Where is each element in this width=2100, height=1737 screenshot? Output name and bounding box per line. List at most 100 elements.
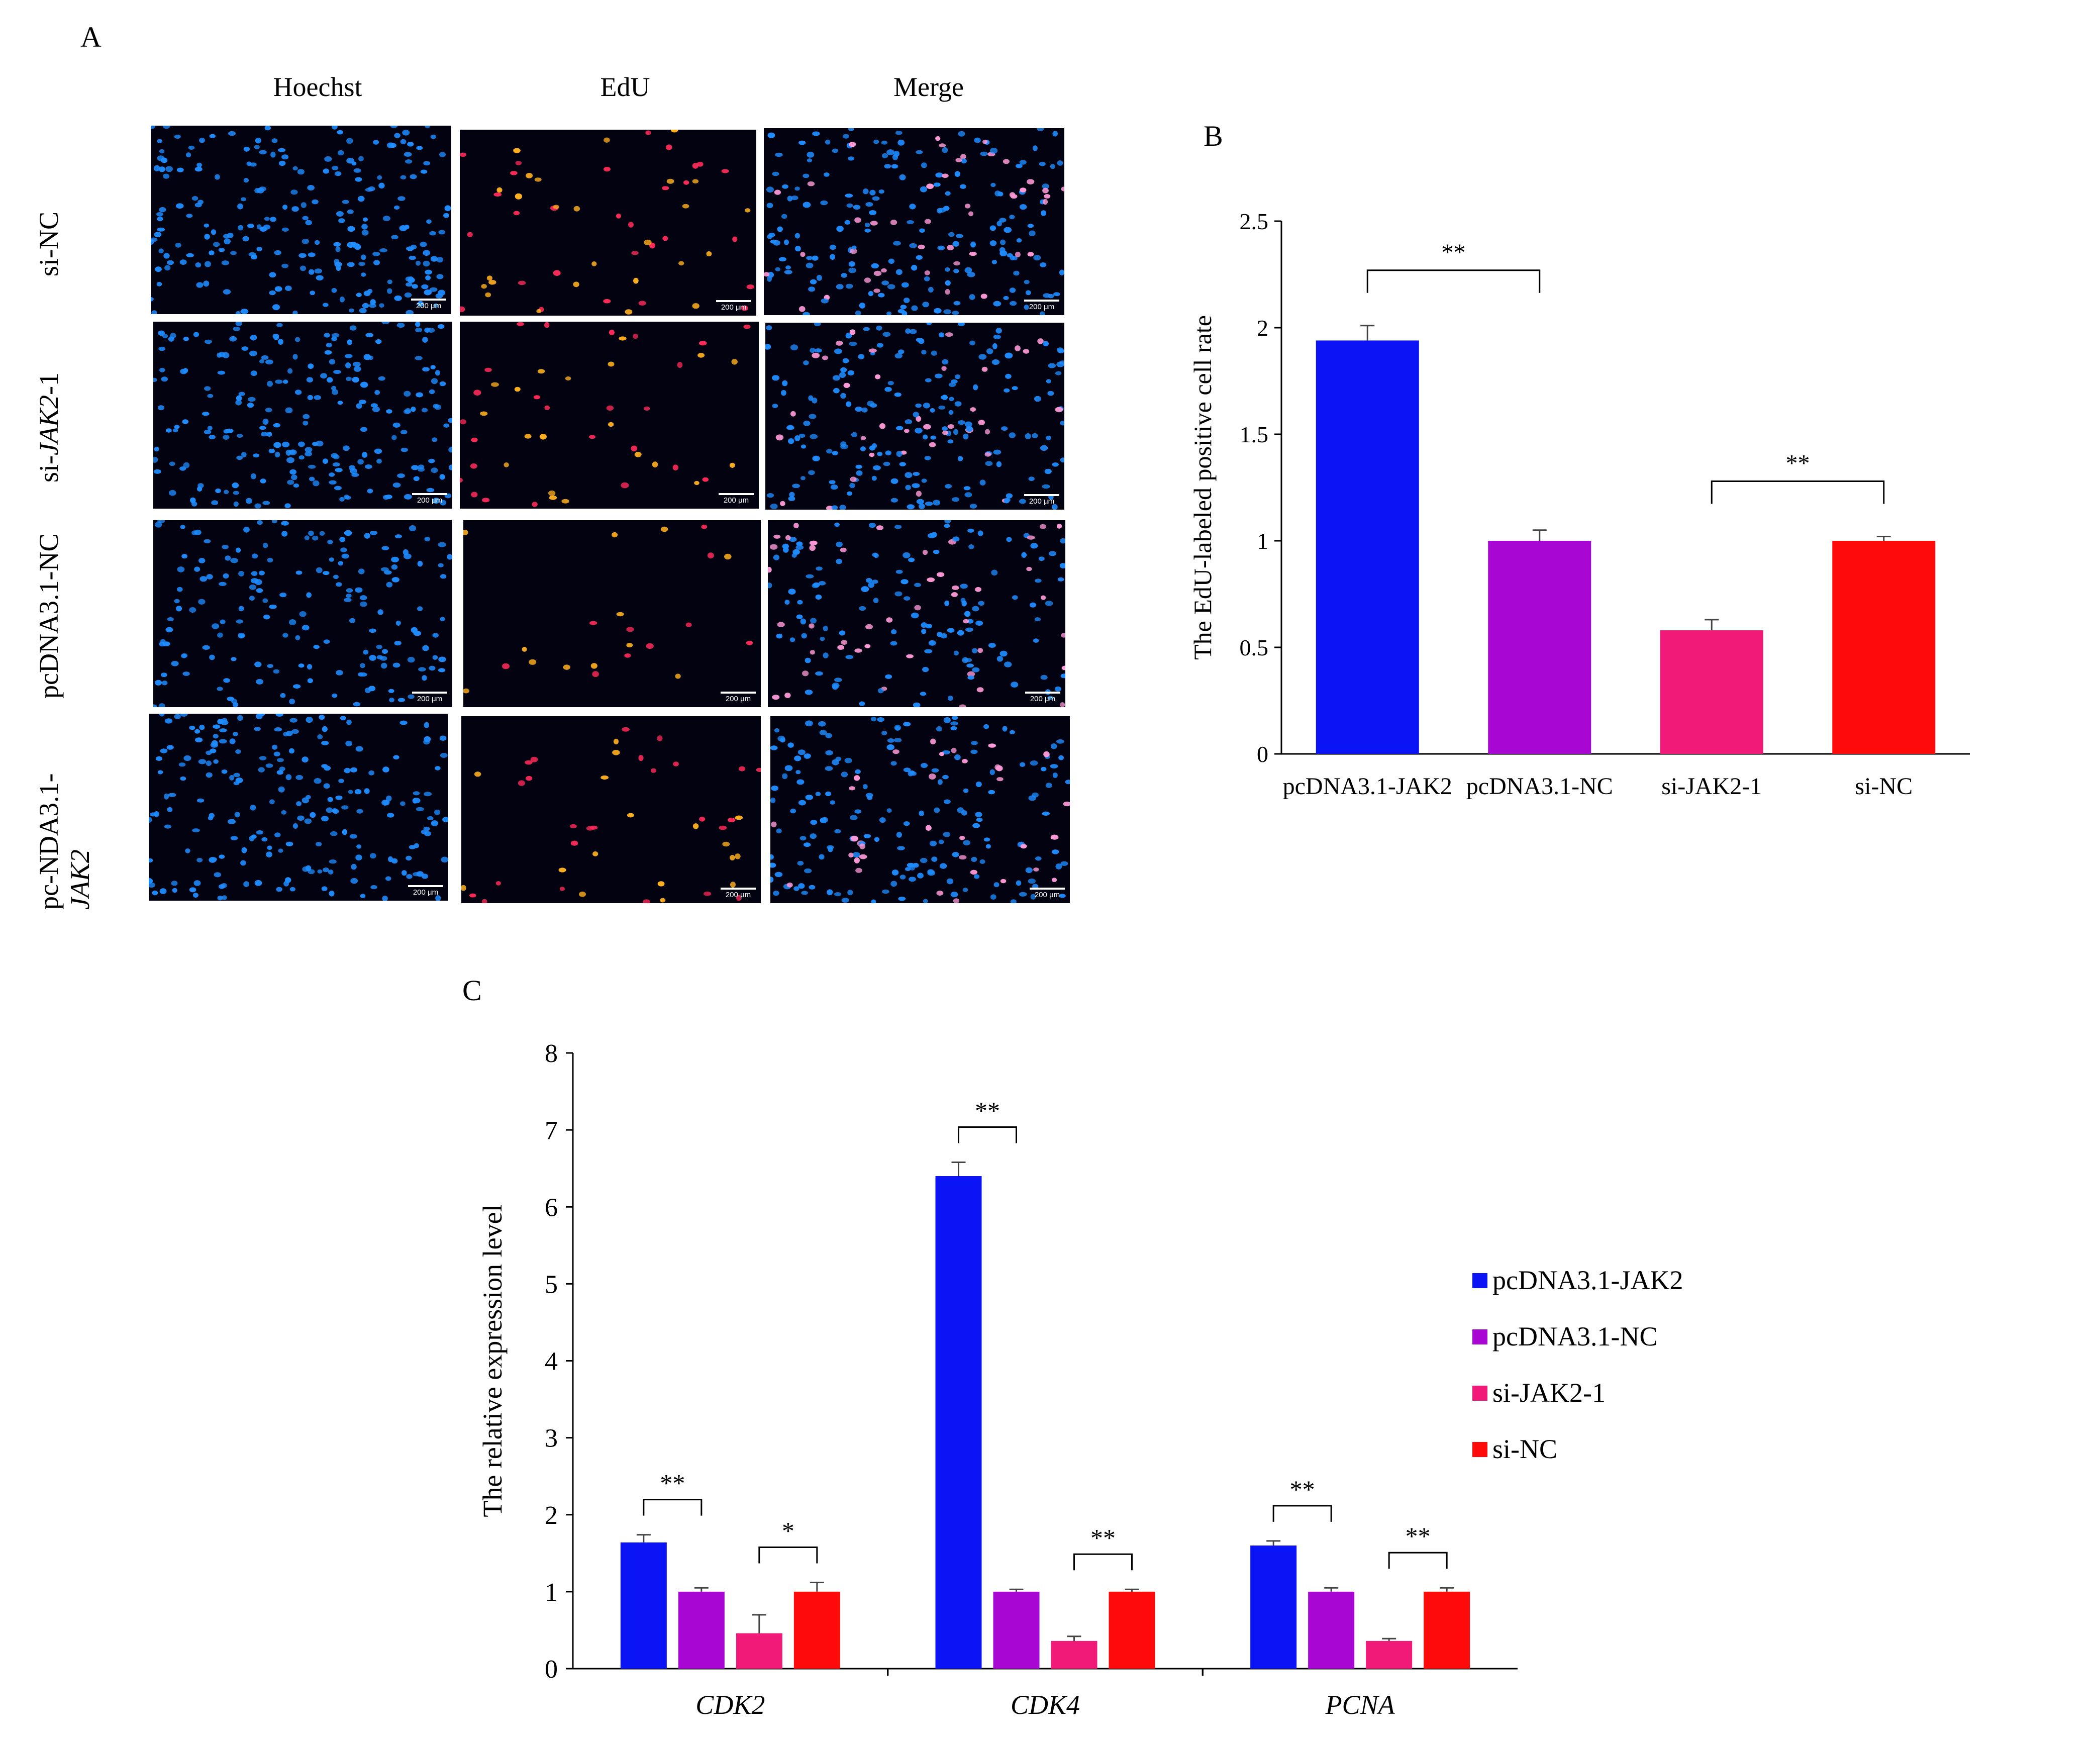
bar: [1424, 1591, 1470, 1669]
significance-label: *: [782, 1517, 794, 1545]
column-header-edu: EdU: [600, 72, 650, 102]
significance-bracket: [958, 1126, 1017, 1143]
legend-label: pcDNA3.1-JAK2: [1492, 1265, 1683, 1295]
scale-bar: 200 μm: [721, 692, 756, 703]
scale-bar: 200 μm: [719, 493, 754, 505]
significance-bracket: [1366, 269, 1541, 293]
significance-bracket: [758, 1547, 818, 1564]
x-tick-label: pcDNA3.1-NC: [1466, 773, 1613, 800]
bar: [1051, 1640, 1097, 1669]
scale-bar: 200 μm: [411, 299, 446, 310]
y-tick-label: 0: [1257, 741, 1268, 767]
chart-c: C 0 1 2 3 4 5 6 7 8 The relative expression level C…: [462, 974, 1683, 1720]
y-tick-label: 3: [545, 1424, 558, 1453]
significance-label: **: [1090, 1523, 1116, 1552]
chart-b: B 0 0.5 1 1.5 2 2.5 The EdU-labeled positive ce…: [1188, 120, 1970, 800]
bar: [1250, 1546, 1297, 1669]
bar: [736, 1633, 782, 1669]
scale-bar: 200 μm: [1024, 494, 1059, 506]
y-tick-label: 6: [545, 1193, 558, 1222]
bar: [793, 1591, 840, 1669]
significance-label: **: [1406, 1522, 1431, 1550]
y-tick-label: 0.5: [1240, 635, 1269, 660]
y-tick-label: 4: [545, 1347, 558, 1376]
x-tick-label: PCNA: [1325, 1690, 1395, 1720]
row-label-si-nc: si-NC: [34, 211, 64, 276]
micrograph-hoechst-row1: 200 μm: [151, 126, 451, 314]
bar: [1366, 1640, 1413, 1669]
panel-b-letter: B: [1204, 120, 1223, 152]
legend-swatch: [1472, 1329, 1487, 1344]
micrograph-hoechst-row3: 200 μm: [153, 520, 452, 707]
micrograph-edu-row3: 200 μm: [463, 520, 761, 707]
y-axis-label: The relative expression level: [477, 1204, 508, 1517]
y-tick-label: 5: [545, 1270, 558, 1299]
significance-label: **: [975, 1096, 1000, 1124]
row-label-si-jak2-1: si-JAK2-1: [34, 372, 64, 482]
y-tick-label: 1: [1257, 528, 1268, 554]
x-tick-label: si-NC: [1855, 773, 1913, 800]
y-tick-label: 1.5: [1240, 422, 1269, 447]
legend-swatch: [1472, 1273, 1487, 1288]
y-axis-label: The EdU-labeled positive cell rate: [1188, 315, 1217, 660]
scale-bar: 200 μm: [412, 493, 447, 505]
significance-label: **: [1786, 450, 1810, 477]
micrograph-edu-row1: 200 μm: [460, 130, 756, 316]
significance-label: **: [660, 1469, 685, 1497]
x-tick-label: pcDNA3.1-JAK2: [1283, 773, 1452, 800]
scale-bar: 200 μm: [716, 300, 751, 312]
significance-bracket: [1388, 1552, 1448, 1569]
scale-bar: 200 μm: [1025, 692, 1060, 703]
column-header-hoechst: Hoechst: [273, 72, 362, 102]
bar: [993, 1591, 1040, 1669]
legend-label: si-JAK2-1: [1492, 1378, 1606, 1408]
significance-label: **: [1442, 239, 1466, 266]
x-tick-label: CDK2: [695, 1690, 765, 1720]
y-tick-label: 2: [545, 1501, 558, 1530]
significance-bracket: [1711, 480, 1885, 504]
bar: [1660, 630, 1763, 754]
micrograph-merge-row2: 200 μm: [765, 323, 1064, 510]
scale-bar: 200 μm: [408, 885, 443, 897]
significance-label: **: [1290, 1475, 1315, 1503]
bar: [935, 1176, 982, 1669]
micrograph-hoechst-row4: 200 μm: [149, 714, 448, 901]
y-tick-label: 2.5: [1240, 209, 1269, 234]
row-label-pc-nda3-1-jak2: pc-NDA3.1- JAK2: [34, 773, 95, 910]
y-tick-label: 0: [545, 1655, 558, 1684]
legend-label: pcDNA3.1-NC: [1492, 1321, 1657, 1352]
panel-c-letter: C: [462, 974, 482, 1007]
x-tick-label: CDK4: [1011, 1690, 1080, 1720]
column-header-merge: Merge: [893, 72, 964, 102]
y-tick-label: 8: [545, 1039, 558, 1068]
row-label-pcdna3-1-nc: pcDNA3.1-NC: [34, 533, 64, 699]
bar: [1832, 541, 1936, 754]
panel-a-letter: A: [80, 21, 102, 53]
y-tick-label: 2: [1257, 315, 1268, 341]
micrograph-edu-row4: 200 μm: [461, 716, 761, 903]
legend-swatch: [1472, 1442, 1487, 1457]
legend-swatch: [1472, 1386, 1487, 1401]
legend-label: si-NC: [1492, 1434, 1557, 1464]
bar: [1316, 340, 1419, 754]
bar: [620, 1542, 667, 1669]
micrograph-merge-row1: 200 μm: [764, 128, 1064, 315]
significance-bracket: [1272, 1505, 1332, 1522]
bar: [1109, 1591, 1155, 1669]
significance-bracket: [643, 1499, 703, 1516]
bar: [678, 1591, 725, 1669]
scale-bar: 200 μm: [1030, 888, 1065, 899]
y-tick-label: 1: [545, 1578, 558, 1607]
scale-bar: 200 μm: [1024, 300, 1059, 311]
bar: [1488, 541, 1591, 754]
bar: [1308, 1591, 1355, 1669]
micrograph-edu-row2: 200 μm: [460, 322, 759, 509]
micrograph-hoechst-row2: 200 μm: [153, 322, 452, 509]
x-tick-label: si-JAK2-1: [1661, 773, 1762, 800]
significance-bracket: [1073, 1553, 1133, 1571]
micrograph-merge-row4: 200 μm: [770, 716, 1070, 903]
scale-bar: 200 μm: [412, 692, 447, 703]
y-tick-label: 7: [545, 1116, 558, 1145]
scale-bar: 200 μm: [721, 888, 756, 899]
micrograph-merge-row3: 200 μm: [768, 520, 1065, 707]
